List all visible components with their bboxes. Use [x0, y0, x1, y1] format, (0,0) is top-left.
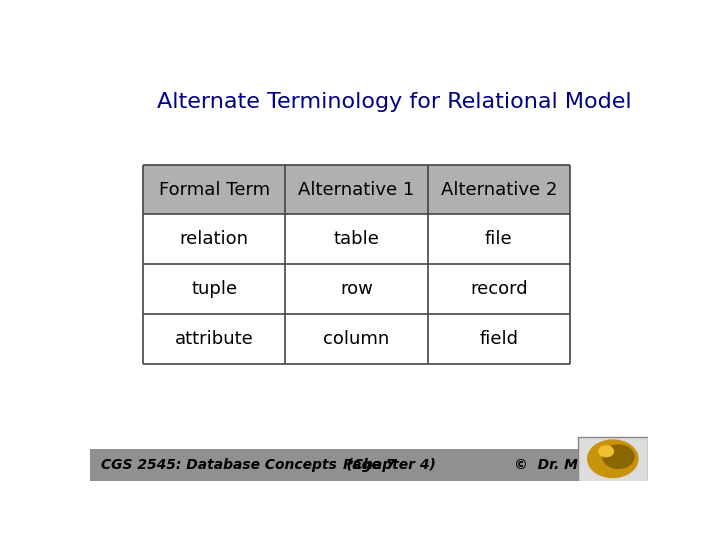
- Circle shape: [599, 446, 613, 457]
- Text: attribute: attribute: [175, 330, 253, 348]
- Text: table: table: [333, 231, 379, 248]
- Bar: [143, 265, 570, 314]
- Bar: [143, 165, 570, 214]
- Text: Alternative 2: Alternative 2: [441, 180, 557, 199]
- Text: Page 7: Page 7: [343, 458, 395, 472]
- Text: Alternative 1: Alternative 1: [298, 180, 415, 199]
- Bar: [143, 314, 570, 364]
- Text: record: record: [470, 280, 528, 298]
- Text: tuple: tuple: [191, 280, 237, 298]
- Bar: [578, 437, 648, 485]
- Text: ©  Dr. Mark: © Dr. Mark: [514, 458, 603, 472]
- Text: row: row: [340, 280, 373, 298]
- Circle shape: [603, 445, 634, 468]
- Text: Alternate Terminology for Relational Model: Alternate Terminology for Relational Mod…: [157, 92, 631, 112]
- Bar: [143, 214, 570, 265]
- Text: relation: relation: [180, 231, 248, 248]
- Text: field: field: [480, 330, 518, 348]
- Bar: [90, 449, 648, 481]
- Text: Formal Term: Formal Term: [158, 180, 270, 199]
- Text: file: file: [485, 231, 513, 248]
- Text: CGS 2545: Database Concepts  (Chapter 4): CGS 2545: Database Concepts (Chapter 4): [101, 458, 436, 472]
- Text: column: column: [323, 330, 390, 348]
- Circle shape: [588, 440, 638, 477]
